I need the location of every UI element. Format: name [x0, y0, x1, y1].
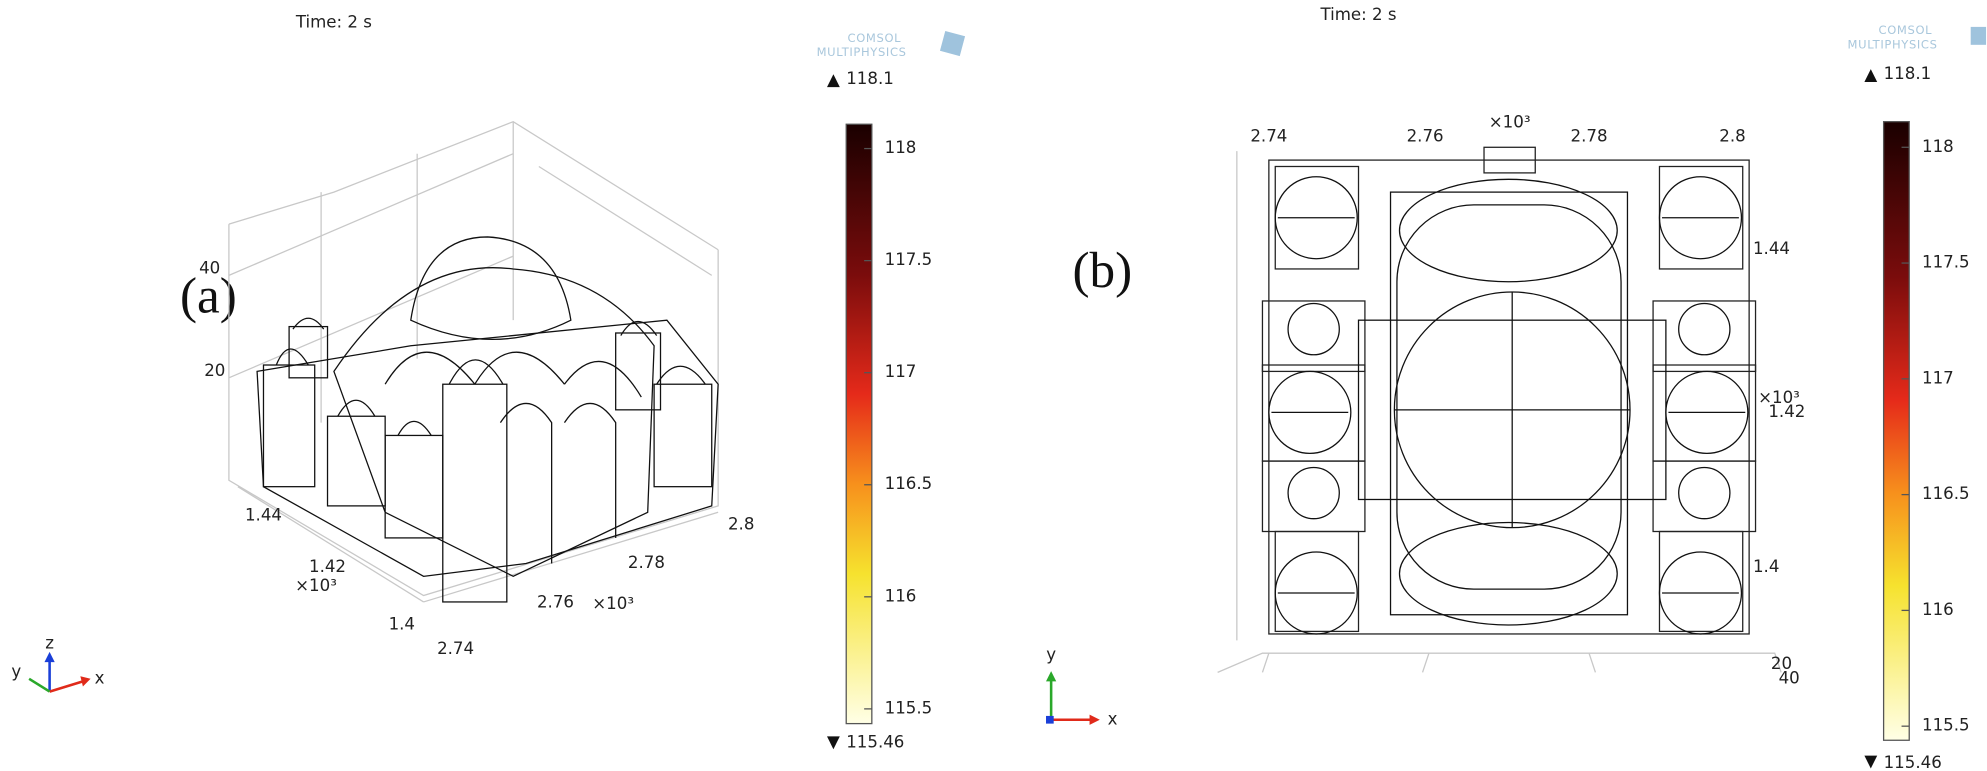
- triad-label: y: [11, 662, 21, 681]
- model-3d: [256, 236, 719, 603]
- colorbar: 118.1 115.46 118 117.5 117 116.5 116 115.5: [827, 69, 932, 751]
- axis-label: 2.78: [628, 553, 665, 572]
- axis-label: 1.4: [389, 614, 415, 633]
- axis-label: 1.44: [245, 506, 282, 525]
- axis-label: 1.4: [1753, 557, 1779, 576]
- colorbar-tick-label: 116: [885, 586, 917, 605]
- axis-label: 2.74: [1250, 127, 1287, 146]
- logo-text: COMSOL: [1879, 23, 1933, 37]
- axis-labels: 40 20 1.44 1.42 ×10³ 1.4 2.74 2.76 ×10³ …: [199, 258, 754, 657]
- model-plan: [1261, 146, 1757, 635]
- axis-label: 40: [1779, 668, 1800, 687]
- colorbar-tick-label: 117.5: [1922, 253, 1970, 272]
- colorbar-tick-label: 118: [885, 138, 917, 157]
- colorbar-max: 118.1: [1884, 64, 1932, 83]
- axis-label: 1.42: [309, 557, 346, 576]
- axis-label: ×10³: [295, 576, 337, 595]
- axes-grid: [228, 120, 719, 603]
- panel-b: Time: 2 s COMSOL MULTIPHYSICS (b): [1046, 5, 1987, 771]
- axis-label: ×10³: [592, 594, 634, 613]
- triad-label: z: [45, 634, 54, 653]
- triad-label: y: [1046, 645, 1056, 664]
- logo-cube: [1970, 26, 1987, 45]
- axis-label: 1.42: [1768, 402, 1805, 421]
- axis-triad: y x: [1046, 645, 1118, 728]
- colorbar-tick-label: 115.5: [885, 698, 933, 717]
- axis-label: 2.8: [1719, 127, 1745, 146]
- logo-text: MULTIPHYSICS: [1848, 37, 1938, 51]
- time-label: Time: 2 s: [295, 13, 372, 32]
- axis-label: ×10³: [1489, 112, 1531, 131]
- colorbar-tick-label: 117: [885, 362, 917, 381]
- axis-label: ×10³: [1758, 388, 1800, 407]
- logo-text: MULTIPHYSICS: [817, 45, 907, 59]
- logo: COMSOL MULTIPHYSICS: [1848, 23, 1987, 51]
- axis-label: 2.78: [1571, 127, 1608, 146]
- panel-a: Time: 2 s COMSOL MULTIPHYSICS (a): [11, 13, 966, 751]
- colorbar: 118.1 115.46 118 117.5 117 116.5 116 115.5: [1864, 64, 1970, 771]
- triad-label: x: [95, 668, 105, 687]
- axis-label: 40: [199, 258, 220, 277]
- axis-label: 20: [1771, 654, 1792, 673]
- axis-labels: 2.74 2.76 ×10³ 2.78 2.8 1.44 ×10³ 1.42 1…: [1250, 112, 1805, 687]
- triad-label: x: [1108, 709, 1118, 728]
- logo-text: COMSOL: [848, 31, 902, 45]
- logo: COMSOL MULTIPHYSICS: [817, 30, 966, 59]
- colorbar-min: 115.46: [1884, 753, 1942, 771]
- colorbar-tick-label: 116.5: [885, 474, 933, 493]
- axis-label: 2.76: [537, 593, 574, 612]
- time-label: Time: 2 s: [1319, 5, 1396, 24]
- colorbar-tick-label: 115.5: [1922, 716, 1970, 735]
- colorbar-min: 115.46: [846, 732, 904, 751]
- colorbar-scale: [1882, 121, 1910, 741]
- axes-grid: [1217, 151, 1782, 673]
- axis-label: 1.44: [1753, 239, 1790, 258]
- logo-cube: [939, 30, 966, 57]
- colorbar-tick-label: 117.5: [885, 250, 933, 269]
- colorbar-tick-label: 118: [1922, 137, 1954, 156]
- colorbar-tick-label: 116: [1922, 600, 1954, 619]
- panel-label: (b): [1072, 242, 1132, 299]
- colorbar-tick-label: 116.5: [1922, 484, 1970, 503]
- axis-label: 2.74: [437, 639, 474, 658]
- colorbar-max: 118.1: [846, 69, 894, 88]
- axis-triad: z y x: [11, 634, 105, 693]
- axis-label: 20: [204, 361, 225, 380]
- colorbar-tick-label: 117: [1922, 368, 1954, 387]
- axis-label: 2.76: [1407, 127, 1444, 146]
- panel-label: (a): [180, 268, 237, 325]
- axis-label: 2.8: [728, 515, 754, 534]
- colorbar-scale: [845, 123, 873, 725]
